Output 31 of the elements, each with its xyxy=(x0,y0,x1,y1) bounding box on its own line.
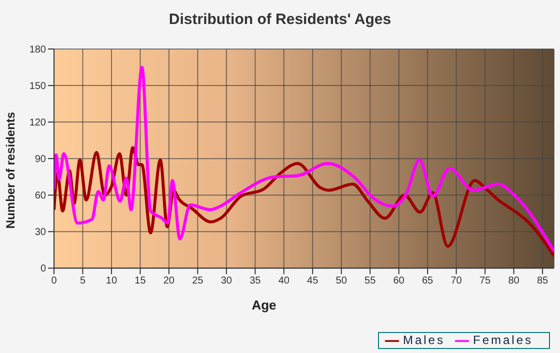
y-axis-title: Number of residents xyxy=(3,112,18,229)
x-tick-label: 60 xyxy=(393,275,405,286)
x-tick-label: 35 xyxy=(250,275,262,286)
chart-title: Distribution of Residents' Ages xyxy=(168,11,392,28)
y-tick-label: 180 xyxy=(29,44,46,56)
x-axis-title: Age xyxy=(252,297,276,312)
x-tick-label: 70 xyxy=(450,275,462,286)
legend-label: Females xyxy=(472,333,533,348)
x-tick-label: 50 xyxy=(336,275,348,286)
y-tick-label: 30 xyxy=(34,227,46,238)
x-tick-label: 30 xyxy=(220,275,232,286)
y-tick-label: 0 xyxy=(40,264,46,275)
x-tick-label: 5 xyxy=(80,275,86,286)
y-tick-label: 60 xyxy=(34,190,46,202)
x-tick-label: 55 xyxy=(364,275,376,286)
x-tick-label: 40 xyxy=(278,275,290,286)
x-tick-label: 10 xyxy=(106,275,118,286)
x-tick-label: 45 xyxy=(307,275,319,286)
x-tick-label: 85 xyxy=(536,275,549,286)
x-tick-label: 15 xyxy=(134,275,146,286)
x-tick-label: 20 xyxy=(163,275,175,286)
legend-label: Males xyxy=(402,333,445,348)
y-tick-label: 150 xyxy=(29,81,46,92)
line-series xyxy=(54,66,554,253)
y-tick-label: 120 xyxy=(29,118,46,129)
x-tick-label: 65 xyxy=(422,275,434,286)
x-tick-label: 80 xyxy=(508,275,520,286)
x-tick-label: 75 xyxy=(479,275,492,286)
y-tick-label: 90 xyxy=(34,154,46,166)
x-tick-label: 25 xyxy=(192,275,204,286)
x-tick-label: 0 xyxy=(51,275,58,286)
